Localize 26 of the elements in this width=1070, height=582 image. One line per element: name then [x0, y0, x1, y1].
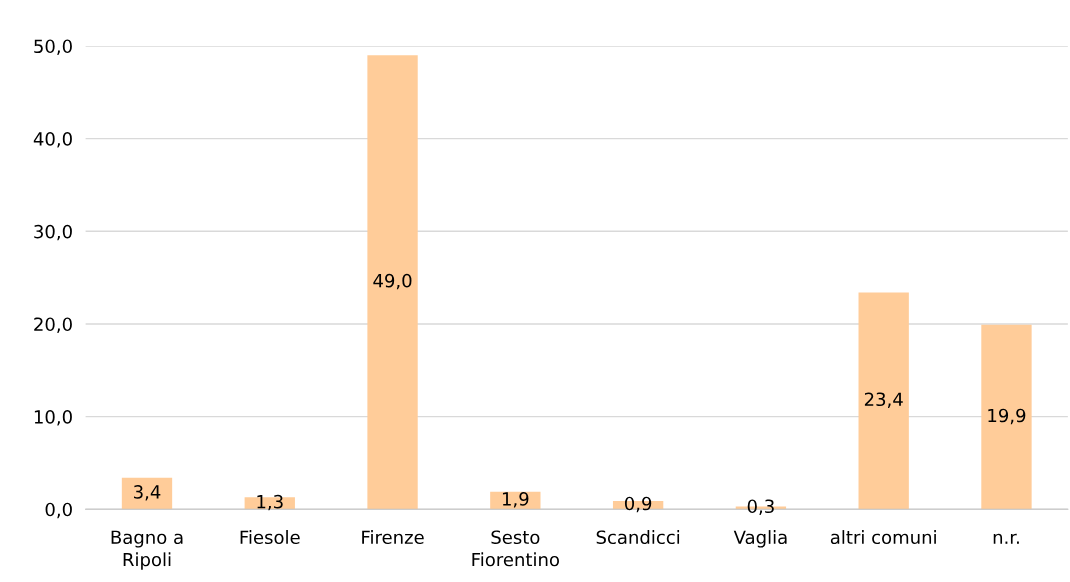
x-tick-label: altri comuni: [830, 530, 936, 545]
x-tick-label: Scandicci: [596, 530, 680, 545]
y-tick-label: 50,0: [34, 39, 72, 55]
data-label: 1,9: [502, 492, 529, 508]
x-tick-label: Vaglia: [733, 530, 787, 548]
y-tick-label: 0,0: [45, 502, 72, 519]
bar: [367, 55, 418, 510]
bar: [981, 324, 1032, 510]
bar: [858, 292, 909, 510]
data-label: 0,9: [624, 496, 652, 513]
data-label: 0,3: [747, 499, 774, 515]
y-tick-label: 40,0: [33, 132, 72, 148]
x-tick-label: Firenze: [362, 530, 424, 545]
data-label: 49,0: [373, 273, 412, 290]
y-tick-label: 20,0: [34, 317, 72, 333]
bar: [121, 477, 173, 510]
y-tick-label: 30,0: [34, 224, 72, 241]
data-label: 23,4: [864, 392, 903, 408]
x-tick-label: n.r.: [993, 533, 1019, 544]
x-tick-label: Fiesole: [240, 530, 300, 545]
data-label: 1,3: [257, 494, 283, 511]
y-tick-label: 10,0: [34, 410, 72, 426]
data-label: 3,4: [134, 485, 161, 501]
x-tick-label: Sesto Fiorentino: [472, 530, 559, 567]
data-label: 19,9: [988, 408, 1026, 425]
x-tick-label: Bagno a Ripoli: [111, 530, 183, 570]
